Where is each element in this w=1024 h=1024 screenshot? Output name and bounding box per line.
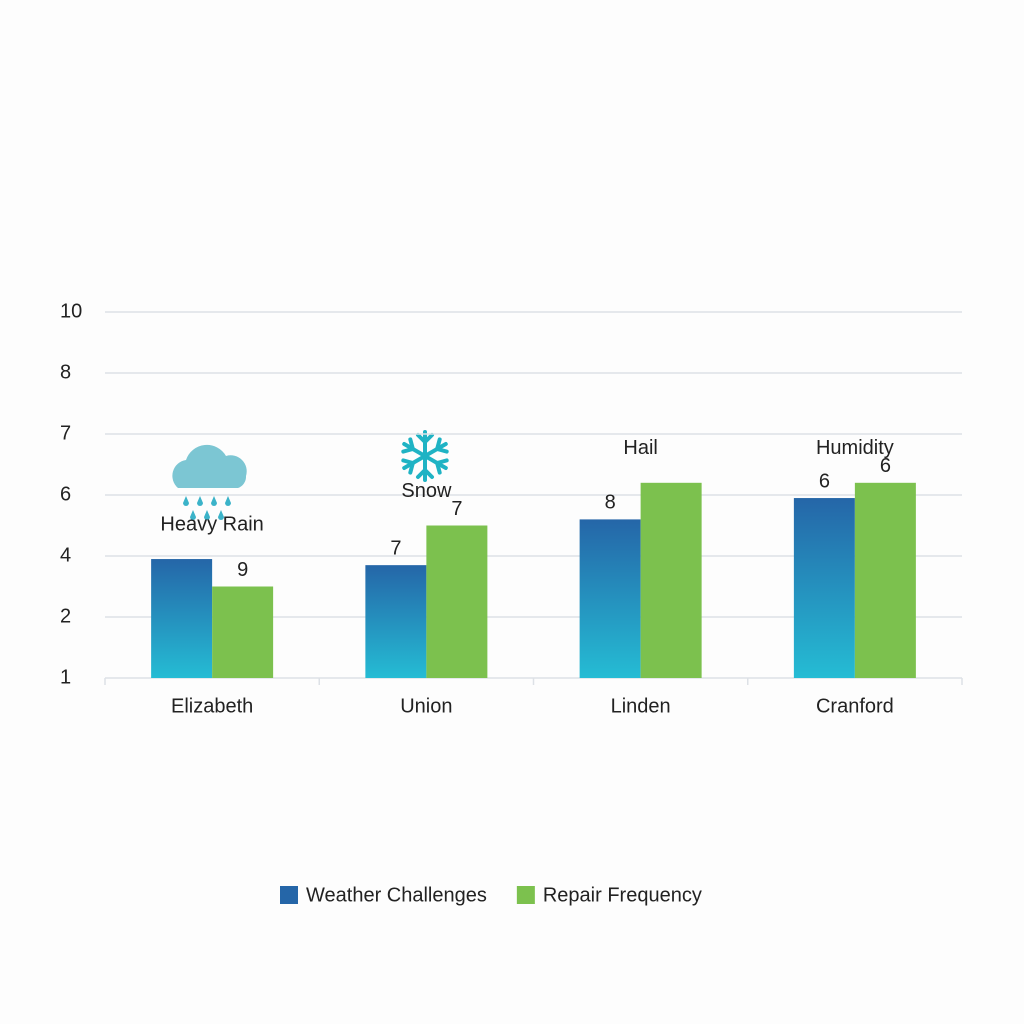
snow-icon bbox=[398, 430, 452, 482]
y-tick-label: 7 bbox=[60, 422, 71, 444]
y-tick-label: 8 bbox=[60, 361, 71, 383]
y-tick-label: 1 bbox=[60, 666, 71, 688]
legend-swatch bbox=[516, 886, 535, 904]
annotation: Snow bbox=[401, 480, 452, 502]
x-tick-label: Linden bbox=[611, 695, 671, 717]
bar bbox=[793, 498, 855, 678]
x-tick-label: Cranford bbox=[816, 695, 894, 717]
bar bbox=[579, 519, 641, 678]
bar bbox=[640, 482, 702, 678]
bar bbox=[212, 586, 274, 678]
y-tick-label: 10 bbox=[60, 300, 82, 322]
bar-label: 6 bbox=[819, 470, 830, 492]
bar-label: 7 bbox=[451, 498, 462, 520]
y-tick-label: 6 bbox=[60, 483, 71, 505]
rain-icon bbox=[172, 444, 247, 520]
legend-swatch bbox=[280, 886, 298, 904]
bar-label: 6 bbox=[880, 455, 891, 477]
bar-label: 9 bbox=[237, 559, 248, 581]
y-tick-label: 2 bbox=[60, 605, 71, 627]
annotation: Humidity bbox=[816, 437, 894, 459]
legend-label: Repair Frequency bbox=[543, 884, 702, 906]
bar bbox=[426, 525, 488, 678]
bar bbox=[365, 565, 427, 678]
annotation: Heavy Rain bbox=[160, 513, 263, 535]
bar-label: 7 bbox=[390, 537, 401, 559]
y-tick-label: 4 bbox=[60, 544, 71, 566]
legend-label: Weather Challenges bbox=[306, 884, 487, 906]
bar bbox=[854, 482, 916, 678]
annotation: Hail bbox=[623, 437, 657, 459]
x-tick-label: Union bbox=[400, 695, 452, 717]
x-tick-label: Elizabeth bbox=[171, 695, 253, 717]
bar bbox=[151, 559, 213, 678]
bar-label: 8 bbox=[605, 492, 616, 514]
